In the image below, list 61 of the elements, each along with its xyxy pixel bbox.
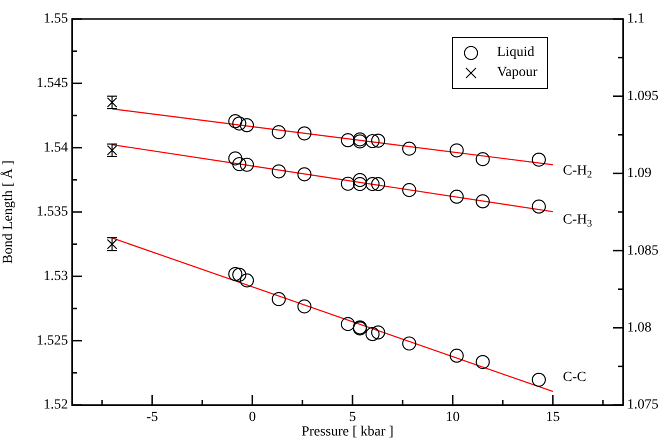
- x-tick-label: -5: [146, 410, 158, 426]
- y-tick-label: 1.545: [36, 76, 68, 92]
- point: [340, 133, 355, 148]
- y2-tick-label: 1.09: [627, 166, 652, 182]
- point: [371, 177, 386, 192]
- y-tick-label: 1.54: [44, 140, 68, 156]
- point: [297, 167, 312, 182]
- point: [228, 151, 242, 166]
- point: [365, 327, 380, 342]
- point: [352, 172, 367, 188]
- point: [371, 325, 386, 340]
- point: [371, 134, 386, 148]
- point: [476, 354, 490, 370]
- point: [450, 143, 464, 158]
- point: [272, 125, 286, 140]
- point: [402, 142, 416, 156]
- point: [340, 317, 355, 332]
- x-tick-label: 10: [446, 410, 460, 426]
- legend-label: Liquid: [497, 45, 534, 61]
- x-tick-label: 0: [248, 410, 256, 426]
- point: [340, 176, 355, 191]
- point: [228, 266, 242, 282]
- point: [232, 116, 246, 131]
- point: [532, 152, 546, 167]
- point: [232, 157, 246, 172]
- legend-label: Vapour: [497, 65, 538, 81]
- y-axis-title: Bond Length [ Å ]: [0, 160, 16, 264]
- point: [272, 292, 286, 306]
- point: [365, 134, 380, 148]
- point: [402, 183, 416, 198]
- point: [240, 273, 254, 288]
- y2-tick-label: 1.075: [627, 398, 658, 413]
- y2-tick-label: 1.08: [627, 320, 652, 336]
- y-tick-label: 1.535: [36, 204, 68, 220]
- x-tick-label: 15: [546, 410, 560, 426]
- y2-tick-label: 1.095: [627, 88, 658, 104]
- point: [476, 152, 490, 166]
- point: [240, 118, 254, 132]
- point: [297, 126, 312, 140]
- y2-tick-label: 1.1: [627, 12, 644, 27]
- annotation: C-C: [562, 370, 586, 386]
- point: [402, 336, 416, 351]
- x-tick-label: 5: [349, 410, 356, 426]
- point: [297, 299, 312, 314]
- point: [532, 372, 546, 387]
- point: [240, 158, 254, 172]
- x-axis-title: Pressure [ kbar ]: [301, 424, 394, 440]
- y-tick-label: 1.53: [44, 269, 68, 284]
- point: [450, 190, 464, 204]
- y-tick-label: 1.525: [36, 333, 68, 348]
- point: [272, 164, 286, 178]
- point: [228, 114, 242, 128]
- point: [232, 268, 246, 282]
- point: [450, 348, 464, 363]
- y-tick-label: 1.52: [44, 398, 68, 413]
- point: [365, 177, 380, 192]
- point: [532, 200, 546, 214]
- y2-tick-label: 1.085: [627, 243, 658, 258]
- y-tick-label: 1.55: [44, 12, 68, 27]
- point: [352, 177, 367, 192]
- point: [476, 194, 490, 208]
